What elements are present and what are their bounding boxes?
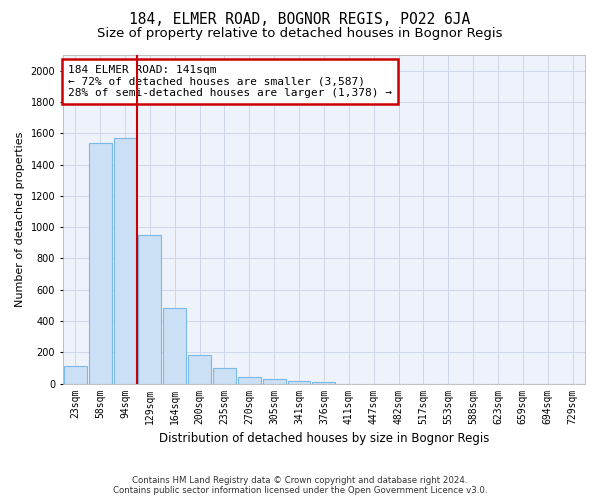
- Bar: [113, 138, 136, 384]
- Text: Size of property relative to detached houses in Bognor Regis: Size of property relative to detached ho…: [97, 28, 503, 40]
- Bar: [89, 142, 112, 384]
- Y-axis label: Number of detached properties: Number of detached properties: [15, 132, 25, 307]
- Bar: [287, 381, 310, 384]
- Text: 184, ELMER ROAD, BOGNOR REGIS, PO22 6JA: 184, ELMER ROAD, BOGNOR REGIS, PO22 6JA: [130, 12, 470, 28]
- Text: Contains HM Land Registry data © Crown copyright and database right 2024.
Contai: Contains HM Land Registry data © Crown c…: [113, 476, 487, 495]
- Bar: [188, 354, 211, 384]
- Bar: [238, 376, 261, 384]
- Text: 184 ELMER ROAD: 141sqm
← 72% of detached houses are smaller (3,587)
28% of semi-: 184 ELMER ROAD: 141sqm ← 72% of detached…: [68, 65, 392, 98]
- Bar: [213, 368, 236, 384]
- Bar: [139, 235, 161, 384]
- X-axis label: Distribution of detached houses by size in Bognor Regis: Distribution of detached houses by size …: [159, 432, 489, 445]
- Bar: [313, 382, 335, 384]
- Bar: [263, 379, 286, 384]
- Bar: [64, 366, 86, 384]
- Bar: [163, 308, 186, 384]
